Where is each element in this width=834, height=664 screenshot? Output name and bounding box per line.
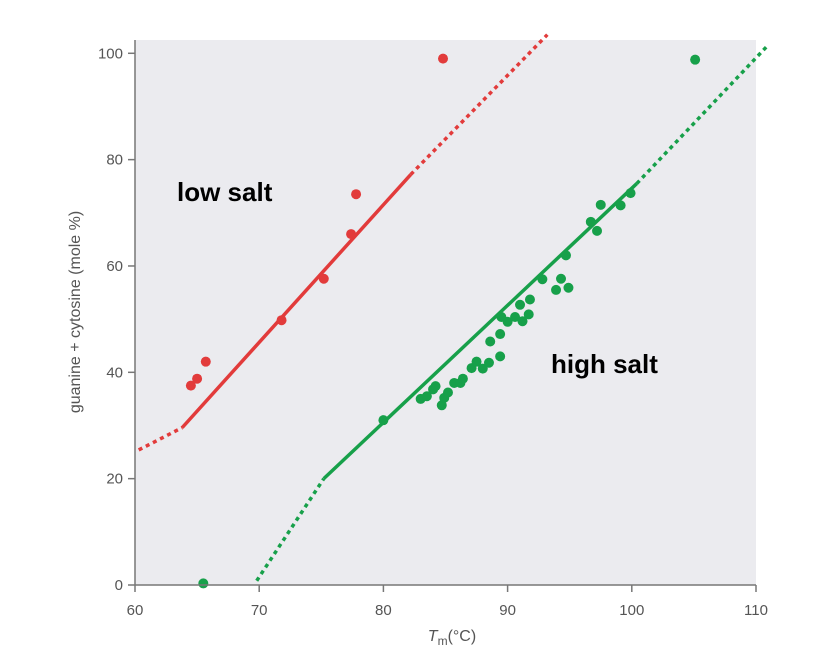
x-axis-ticks: 60 70 80 90 100 110 — [127, 585, 768, 619]
high-salt-data-point — [495, 329, 506, 340]
x-tick-label: 100 — [619, 602, 644, 619]
low-salt-data-point — [346, 229, 357, 240]
high-salt-data-point — [563, 282, 574, 293]
high-salt-data-point — [421, 391, 432, 402]
x-axis-title-subscript: m — [438, 634, 448, 648]
y-tick-label: 0 — [115, 577, 123, 594]
data-points — [185, 53, 701, 589]
high-salt-data-point — [485, 336, 496, 347]
high-salt-data-point — [615, 200, 626, 211]
high-salt-data-point — [524, 294, 535, 305]
low-salt-fit-extrapolation — [137, 426, 183, 452]
high-salt-data-point — [517, 316, 528, 327]
low-salt-data-point — [438, 53, 449, 64]
x-tick-label: 60 — [127, 602, 144, 619]
low-salt-data-point — [276, 315, 287, 326]
high-salt-data-point — [585, 216, 596, 227]
high-salt-fit-line — [322, 182, 638, 480]
low-salt-data-point — [351, 189, 362, 200]
high-salt-data-point — [430, 381, 441, 392]
axes — [134, 40, 756, 586]
high-salt-data-point — [483, 357, 494, 368]
high-salt-data-point — [471, 356, 482, 367]
high-salt-data-point — [198, 578, 209, 589]
x-axis-title-unit: (°C) — [448, 628, 477, 645]
y-tick-label: 80 — [106, 152, 123, 169]
high-salt-data-point — [523, 309, 534, 320]
low-salt-data-point — [192, 373, 203, 384]
y-axis-title: guanine + cytosine (mole %) — [67, 211, 84, 413]
high-salt-data-point — [515, 299, 526, 310]
y-tick-label: 40 — [106, 364, 123, 381]
high-salt-data-point — [537, 274, 548, 285]
high-salt-data-point — [560, 250, 571, 261]
x-tick-label: 70 — [251, 602, 268, 619]
y-tick-label: 20 — [106, 471, 123, 488]
high-salt-data-point — [551, 284, 562, 295]
y-tick-label: 60 — [106, 258, 123, 275]
plot-area — [135, 40, 756, 585]
low-salt-data-point — [318, 273, 329, 284]
x-axis-title-symbol: T — [428, 628, 439, 645]
high-salt-data-point — [378, 415, 389, 426]
high-salt-data-point — [625, 188, 636, 199]
high-salt-data-point — [457, 373, 468, 384]
high-salt-data-point — [595, 199, 606, 210]
series-label-low-salt: low salt — [177, 177, 273, 207]
low-salt-data-point — [185, 380, 196, 391]
high-salt-data-point — [442, 387, 453, 398]
high-salt-data-point — [592, 225, 603, 236]
y-axis-ticks: 0 20 40 60 80 100 — [98, 45, 135, 594]
high-salt-data-point — [502, 316, 513, 327]
high-salt-data-point — [510, 312, 521, 323]
low-salt-data-point — [200, 356, 211, 367]
high-salt-data-point — [556, 273, 567, 284]
x-tick-label: 110 — [744, 602, 768, 619]
high-salt-data-point — [495, 351, 506, 362]
low-salt-fit-extrapolation — [409, 33, 549, 176]
x-tick-label: 90 — [499, 602, 516, 619]
y-tick-label: 100 — [98, 45, 123, 62]
high-salt-data-point — [690, 54, 701, 65]
regression-lines — [137, 33, 770, 582]
x-tick-label: 80 — [375, 602, 392, 619]
x-axis-title: Tm(°C) — [428, 628, 476, 648]
series-label-high-salt: high salt — [551, 349, 658, 379]
low-salt-fit-line — [180, 173, 413, 429]
